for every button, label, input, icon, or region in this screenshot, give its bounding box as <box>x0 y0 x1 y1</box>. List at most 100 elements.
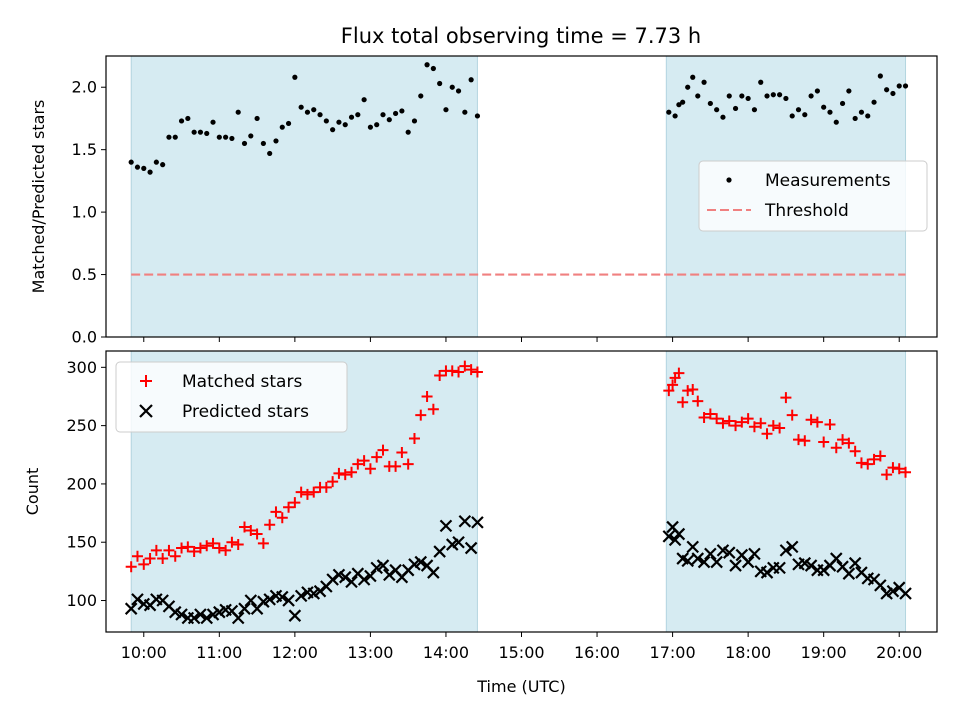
panel-2: 100 150 200 250 300 10:00 11:00 12:00 13:00 14:00… <box>23 350 938 696</box>
data-point <box>254 115 260 122</box>
data-point <box>226 536 238 548</box>
data-point <box>821 104 827 110</box>
data-point <box>346 466 358 478</box>
data-point <box>814 88 820 94</box>
data-point <box>779 544 793 557</box>
y-tick-label: 250 <box>66 416 97 435</box>
legend-label: Threshold <box>764 201 849 221</box>
data-point <box>197 129 204 135</box>
data-point <box>326 573 339 586</box>
data-point <box>711 413 723 425</box>
data-point <box>144 553 156 565</box>
data-point <box>131 550 143 562</box>
data-point <box>182 541 194 553</box>
y-axis-label: Count <box>23 468 42 516</box>
data-point <box>405 129 411 135</box>
data-point <box>848 556 862 570</box>
data-point <box>884 87 890 93</box>
data-point <box>427 403 439 415</box>
data-point <box>833 119 839 125</box>
data-point <box>178 118 185 124</box>
data-point <box>805 414 817 426</box>
data-point <box>692 395 704 407</box>
data-point <box>811 416 823 428</box>
data-point <box>358 455 370 467</box>
data-point <box>774 422 786 434</box>
data-point <box>830 442 842 454</box>
data-point <box>793 434 804 446</box>
data-point <box>239 521 250 533</box>
data-point <box>824 418 836 430</box>
data-point <box>874 450 886 462</box>
data-point <box>339 469 351 481</box>
y-tick-label: 200 <box>66 474 97 493</box>
data-point <box>273 138 279 144</box>
data-point <box>355 112 361 118</box>
data-point <box>200 611 214 625</box>
legend-swatch <box>140 375 152 387</box>
data-point <box>204 130 210 137</box>
observing-window-1 <box>130 55 478 338</box>
data-point <box>786 409 798 421</box>
data-point <box>327 476 339 488</box>
data-point <box>453 366 465 378</box>
data-point <box>804 559 818 572</box>
data-point <box>207 537 219 549</box>
data-point <box>292 74 298 80</box>
data-point <box>677 396 689 408</box>
data-point <box>383 568 396 582</box>
data-point <box>333 467 345 479</box>
legend-label: Matched stars <box>182 372 302 392</box>
data-point <box>695 93 701 99</box>
data-point <box>710 555 723 569</box>
data-point <box>777 92 783 98</box>
data-point <box>169 550 181 562</box>
legend-label: Predicted stars <box>182 402 309 422</box>
data-point <box>392 110 399 117</box>
data-point <box>163 544 175 556</box>
legend-box <box>115 361 348 433</box>
data-point <box>817 563 830 577</box>
y-axis-label: Matched/Predicted stars <box>29 100 48 294</box>
y-tick-label: 0.5 <box>72 265 97 284</box>
data-point <box>260 140 266 147</box>
data-point <box>751 107 758 113</box>
data-point <box>267 150 273 157</box>
data-point <box>874 579 887 592</box>
data-point <box>376 559 390 572</box>
data-point <box>887 462 899 474</box>
data-point <box>455 88 462 94</box>
data-point <box>802 112 808 118</box>
x-tick-label: 18:00 <box>725 643 771 662</box>
x-tick-label: 10:00 <box>121 643 167 662</box>
data-point <box>285 120 292 127</box>
data-point <box>896 83 902 89</box>
data-point <box>730 420 742 432</box>
data-point <box>471 366 483 378</box>
x-tick-label: 17:00 <box>650 643 696 662</box>
data-point <box>185 115 191 122</box>
data-point <box>245 525 257 537</box>
y-tick-label: 0.0 <box>72 328 97 347</box>
data-point <box>680 99 686 105</box>
data-point <box>213 542 225 554</box>
data-point <box>433 545 446 558</box>
data-point <box>308 486 320 498</box>
data-point <box>415 409 427 421</box>
data-point <box>342 122 348 128</box>
data-point <box>462 109 468 115</box>
x-tick-label: 13:00 <box>347 643 393 662</box>
data-point <box>698 411 710 423</box>
data-point <box>166 134 172 140</box>
data-point <box>241 140 248 147</box>
data-point <box>890 90 896 97</box>
data-point <box>320 481 332 493</box>
data-point <box>673 367 685 379</box>
data-point <box>338 570 352 584</box>
data-point <box>263 593 276 606</box>
data-point <box>294 589 308 603</box>
data-point <box>452 535 465 549</box>
data-point <box>808 93 814 99</box>
